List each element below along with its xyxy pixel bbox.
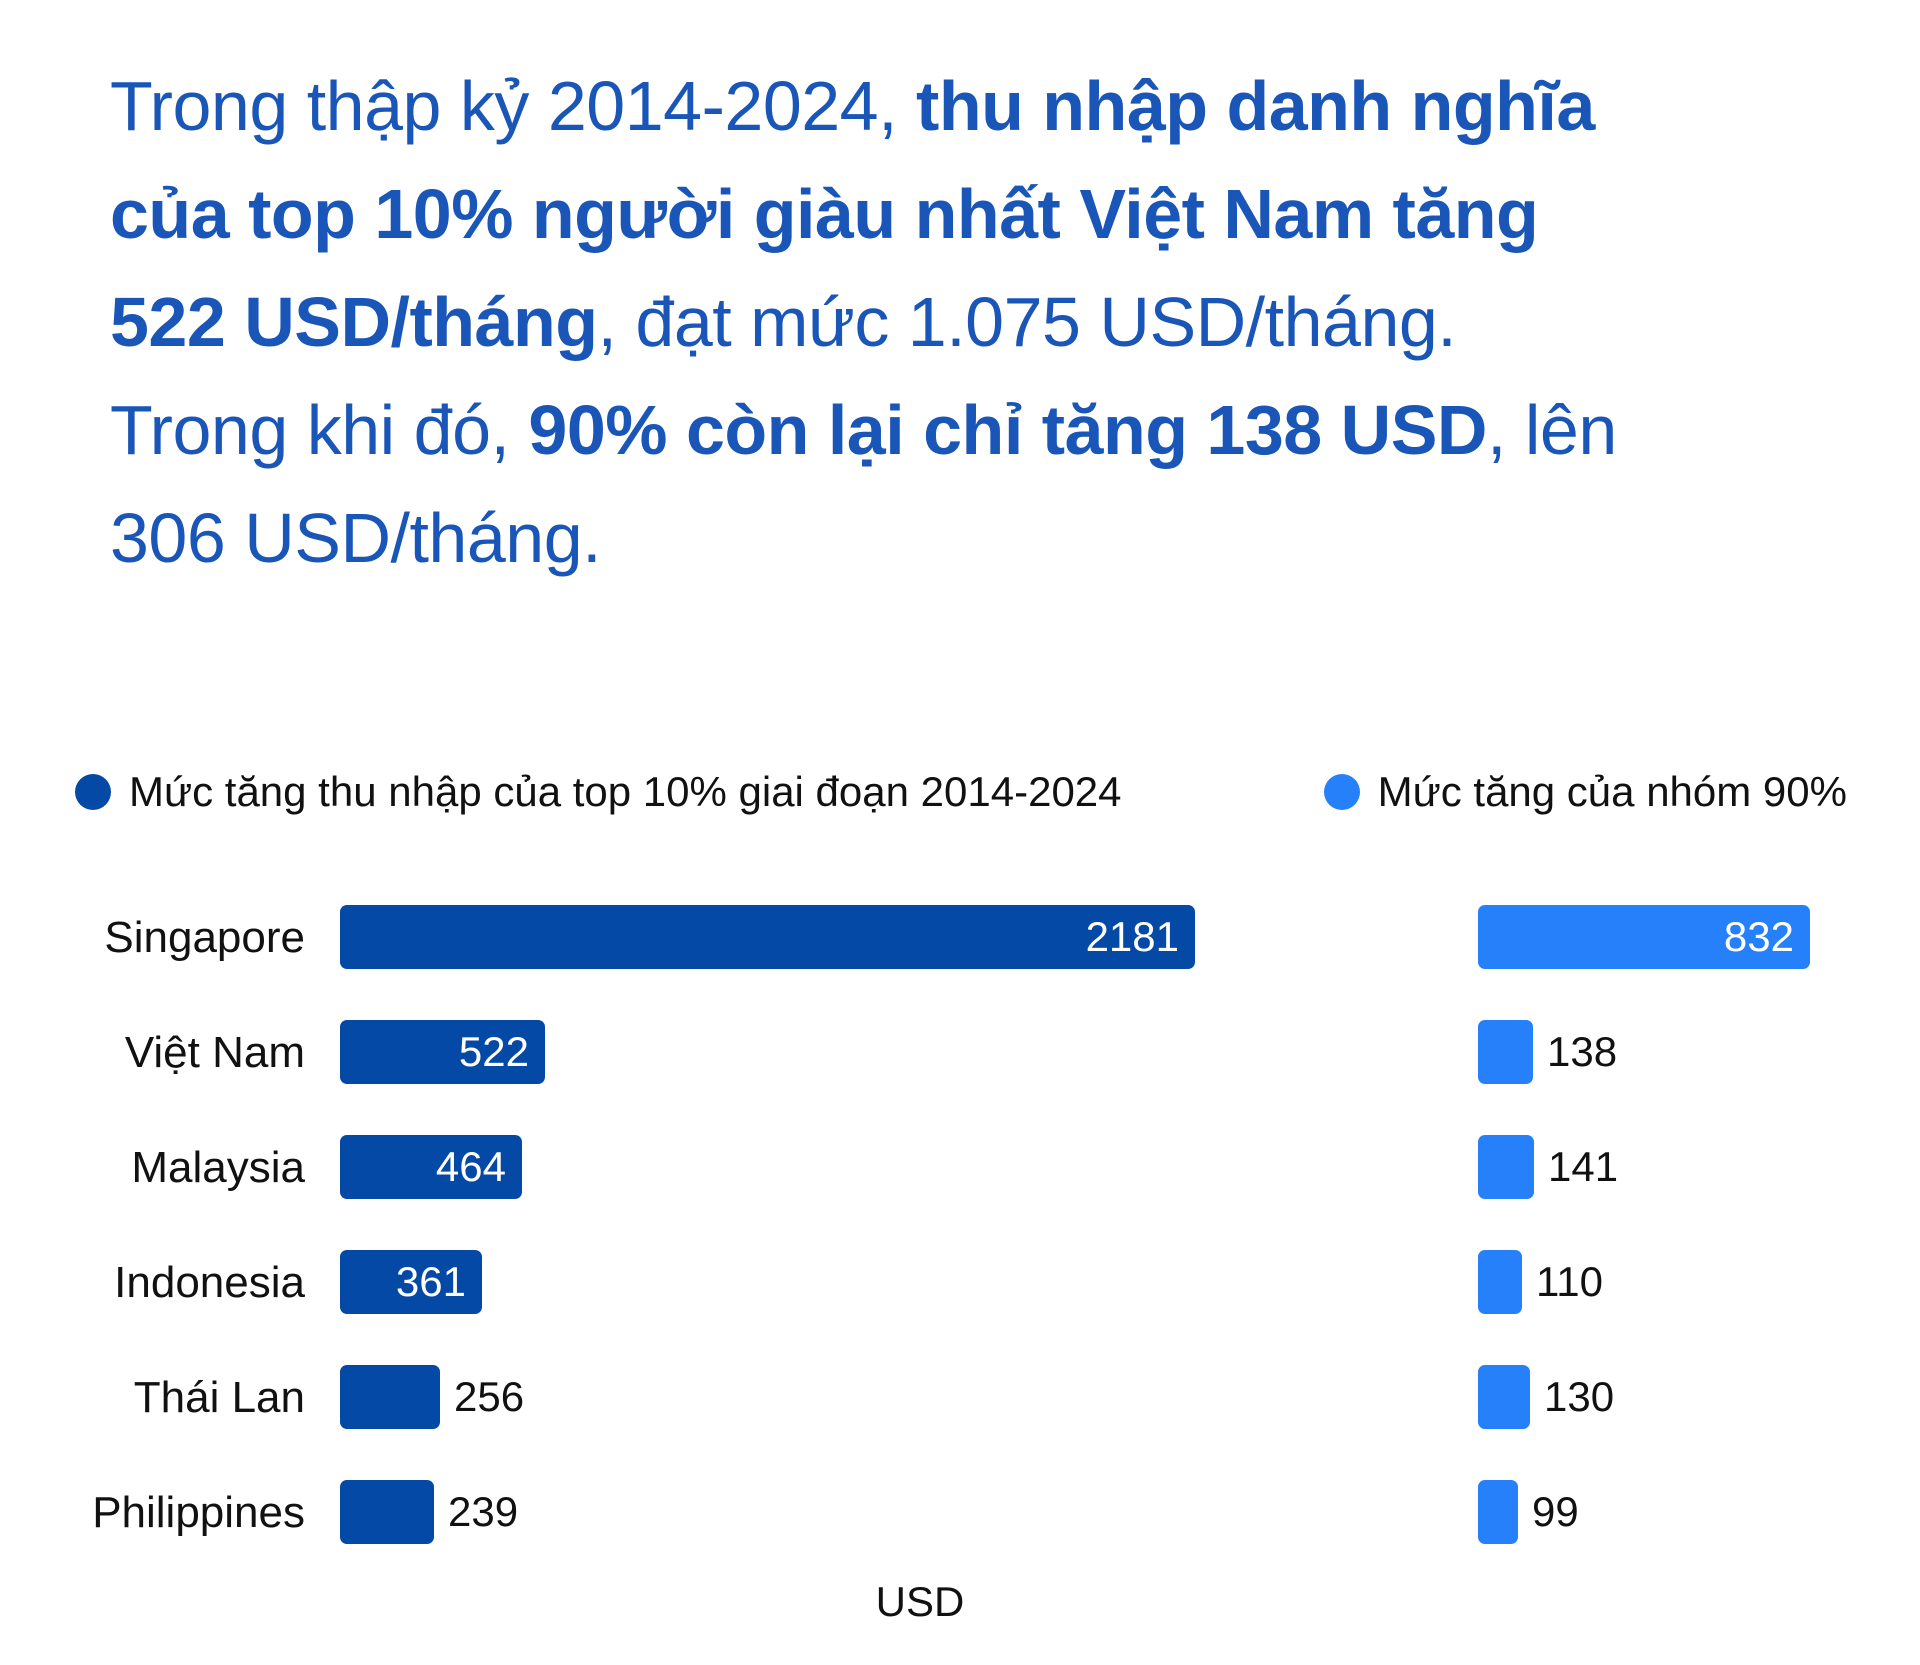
bar-value: 2181	[1085, 913, 1179, 960]
headline-line: 522 USD/tháng, đạt mức 1.075 USD/tháng.	[110, 268, 1750, 376]
bar-value: 110	[1536, 1258, 1603, 1305]
category-label: Thái Lan	[133, 1373, 305, 1422]
bar-top10	[340, 1480, 434, 1544]
chart-legend: Mức tăng thu nhập của top 10% giai đoạn …	[75, 768, 1847, 816]
bar-90pct	[1478, 1250, 1522, 1314]
headline-text: , lên	[1486, 391, 1617, 469]
bar-top10	[340, 1250, 482, 1314]
legend-dot-dark-blue-icon	[75, 774, 111, 810]
chart-row-indonesia: Indonesia 361 110	[0, 1225, 1920, 1340]
chart-row-thailand: Thái Lan 256 130	[0, 1340, 1920, 1455]
legend-dot-light-blue-icon	[1323, 774, 1360, 810]
category-label: Indonesia	[114, 1258, 305, 1307]
bar-value: 99	[1532, 1488, 1579, 1535]
headline-text-bold: 90% còn lại chỉ tăng 138 USD	[528, 391, 1487, 469]
legend-item-90pct: Mức tăng của nhóm 90%	[1323, 768, 1847, 816]
bar-value: 464	[435, 1143, 506, 1190]
chart-row-philippines: Philippines 239 99	[0, 1455, 1920, 1570]
headline-text-bold: của top 10% người giàu nhất Việt Nam tăn…	[110, 175, 1539, 253]
category-label: Việt Nam	[124, 1028, 305, 1077]
legend-label: Mức tăng của nhóm 90%	[1377, 768, 1847, 815]
headline-text-bold: 522 USD/tháng	[110, 283, 598, 361]
category-label: Philippines	[92, 1488, 305, 1537]
bar-top10	[340, 905, 1195, 969]
headline-line: Trong khi đó, 90% còn lại chỉ tăng 138 U…	[110, 376, 1750, 484]
legend-label: Mức tăng thu nhập của top 10% giai đoạn …	[129, 768, 1122, 815]
headline-line: Trong thập kỷ 2014-2024, thu nhập danh n…	[110, 52, 1750, 160]
legend-item-top10: Mức tăng thu nhập của top 10% giai đoạn …	[75, 768, 1122, 816]
headline-text: , đạt mức 1.075 USD/tháng.	[597, 283, 1457, 361]
bar-top10	[340, 1135, 522, 1199]
headline-line: 306 USD/tháng.	[110, 484, 1750, 592]
headline-text-bold: thu nhập danh nghĩa	[916, 67, 1595, 145]
chart-row-vietnam: Việt Nam 522 138	[0, 995, 1920, 1110]
bar-90pct	[1478, 1480, 1518, 1544]
bar-top10	[340, 1020, 545, 1084]
category-label: Singapore	[104, 913, 305, 962]
bar-90pct	[1478, 1020, 1533, 1084]
bar-value: 522	[458, 1028, 529, 1075]
bar-top10	[340, 1365, 440, 1429]
bar-chart: Singapore 2181 832 Việt Nam 522 138 Mala…	[0, 880, 1920, 1570]
headline-text: Trong khi đó,	[110, 391, 529, 469]
headline-line: của top 10% người giàu nhất Việt Nam tăn…	[110, 160, 1750, 268]
bar-value: 138	[1547, 1028, 1618, 1075]
headline-text: Trong thập kỷ 2014-2024,	[110, 67, 917, 145]
bar-90pct	[1478, 1135, 1534, 1199]
bar-value: 141	[1548, 1143, 1619, 1190]
headline: Trong thập kỷ 2014-2024, thu nhập danh n…	[110, 52, 1750, 592]
bar-value: 832	[1723, 913, 1794, 960]
bar-value: 130	[1544, 1373, 1615, 1420]
bar-value: 239	[448, 1488, 519, 1535]
category-label: Malaysia	[131, 1143, 305, 1192]
bar-90pct	[1478, 1365, 1530, 1429]
bar-value: 361	[395, 1258, 466, 1305]
bar-90pct	[1478, 905, 1810, 969]
x-axis-label: USD	[875, 1578, 965, 1625]
chart-row-malaysia: Malaysia 464 141	[0, 1110, 1920, 1225]
bar-value: 256	[454, 1373, 525, 1420]
chart-row-singapore: Singapore 2181 832	[0, 880, 1920, 995]
headline-text: 306 USD/tháng.	[110, 499, 602, 577]
